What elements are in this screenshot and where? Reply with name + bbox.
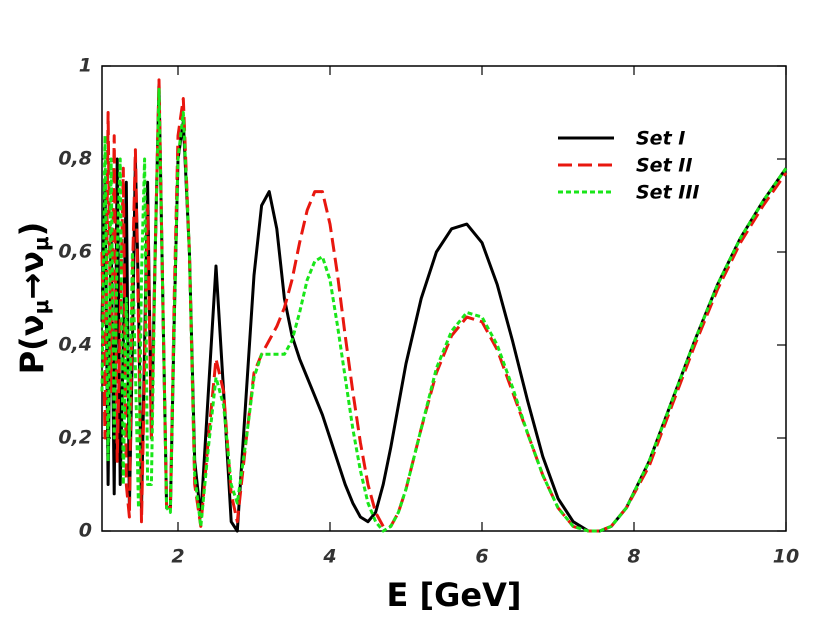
x-axis-label: E [GeV] — [387, 576, 522, 614]
y-tick-label: 0,8 — [58, 148, 92, 170]
legend-label: Set I — [636, 128, 685, 150]
y-label-part: P(ν — [13, 314, 51, 374]
y-tick-label: 1 — [79, 55, 92, 77]
legend-label: Set III — [636, 182, 699, 204]
legend-label: Set II — [636, 155, 692, 177]
x-tick-label: 2 — [171, 546, 184, 568]
y-tick-label: 0,6 — [58, 241, 92, 263]
y-tick-label: 0,4 — [58, 334, 92, 356]
y-tick-label: 0 — [79, 520, 92, 542]
y-tick-label: 0,2 — [58, 427, 92, 449]
series-line — [100, 87, 788, 533]
x-tick-label: 8 — [627, 546, 640, 568]
x-tick-label: 4 — [322, 546, 336, 568]
y-label-part: ) — [13, 222, 51, 237]
y-label-subscript: μ — [29, 299, 53, 314]
x-tick-label: 6 — [475, 546, 488, 568]
y-axis-label: P(νμ→νμ) — [13, 222, 53, 375]
x-tick-label: 10 — [773, 546, 799, 568]
y-label-part: →ν — [13, 251, 51, 300]
y-label-subscript: μ — [29, 236, 53, 251]
series-line — [100, 83, 788, 533]
